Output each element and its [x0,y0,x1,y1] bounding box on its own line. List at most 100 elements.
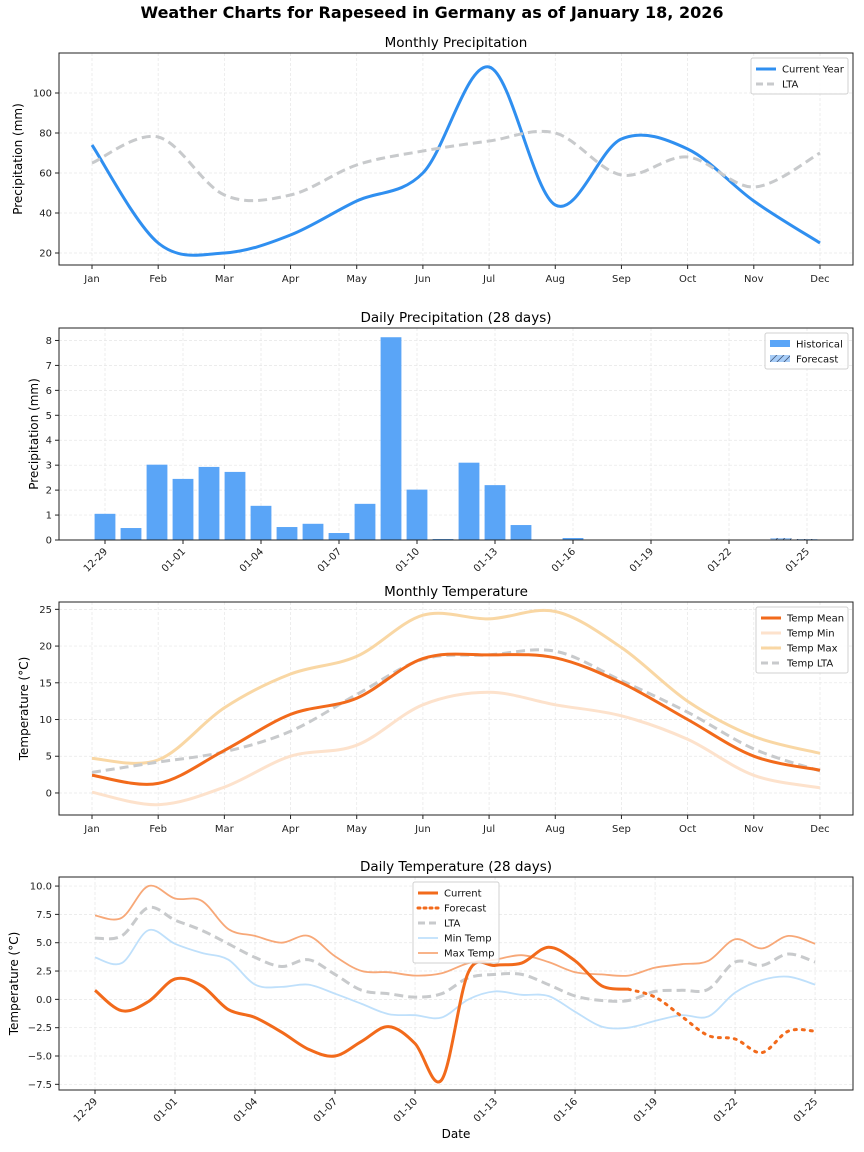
y-tick-label: 2 [46,486,52,497]
y-tick-label: 7.5 [36,910,52,921]
x-tick-label: Jul [482,824,495,835]
x-tick-label: 01-19 [628,546,656,574]
series-line-lta [94,905,816,1003]
chart-title: Daily Temperature (28 days) [360,859,552,875]
series-line-temp-max [91,608,821,765]
legend-label-min-temp: Min Temp [444,934,492,945]
series-line-temp-mean [91,652,821,786]
x-tick-label: 01-13 [472,1096,500,1124]
y-tick-label: 5 [46,411,52,422]
legend-label-forecast: Forecast [444,904,486,915]
suptitle: Weather Charts for Rapeseed in Germany a… [141,3,724,22]
legend-label-lta: LTA [444,919,461,930]
y-tick-label: 0 [46,536,52,547]
y-tick-label: 3 [46,461,52,472]
plot-frame [58,327,854,541]
y-axis-label: Temperature (°C) [17,657,31,762]
x-tick-label: Oct [679,824,696,835]
x-tick-label: Jan [83,824,99,835]
x-tick-label: 01-10 [392,1096,420,1124]
legend: Historical Forecast [764,332,849,370]
y-tick-label: 7 [46,361,52,372]
bar-historical-01-04 [250,505,272,540]
x-tick-label: 01-13 [472,546,500,574]
x-tick-label: 01-16 [552,1096,580,1124]
x-tick-label: Apr [282,824,300,835]
y-tick-label: 6 [46,386,52,397]
legend-swatch-forecast [770,355,790,362]
y-tick-label: 15 [39,678,52,689]
x-tick-label: Jan [83,274,99,285]
x-tick-label: Apr [282,274,300,285]
y-tick-label: 5 [46,752,52,763]
plot-area [94,337,818,540]
chart-daily-temp: 12-29 01-01 01-04 01-07 01-10 01-13 01-16 01-19… [7,859,854,1141]
x-tick-label: 12-29 [72,1096,100,1124]
series-line-max-temp [94,884,816,977]
bar-historical-01-05 [276,527,298,540]
y-tick-label: 1 [46,511,52,522]
series-line-forecast [626,987,817,1055]
bar-historical-01-12 [458,462,480,540]
x-tick-label: Dec [810,824,829,835]
plot-area [90,65,821,257]
legend: Current Year LTA [750,57,849,95]
legend: Current Forecast LTA Min Temp Max Temp [412,881,500,964]
x-tick-label: 01-19 [632,1096,660,1124]
legend-box [755,606,849,674]
bar-historical-01-07 [328,533,350,540]
x-tick-label: 01-16 [550,546,578,574]
chart-title: Monthly Temperature [384,584,528,600]
series-line-temp-min [91,690,821,807]
bar-historical-01-01 [172,478,194,540]
plot-area [94,884,817,1084]
bar-forecast-01-24 [770,538,792,540]
x-tick-label: Sep [612,824,631,835]
bar-historical-12-29 [94,513,116,540]
x-tick-label: Nov [744,274,764,285]
bar-historical-01-16 [562,538,584,540]
bar-historical-12-30 [120,528,142,540]
y-tick-label: 80 [39,129,52,140]
y-tick-label: 100 [33,89,52,100]
plot-frame [58,52,854,266]
y-axis-label: Precipitation (mm) [11,103,25,215]
x-tick-label: Dec [810,274,829,285]
x-tick-label: Feb [149,824,167,835]
x-tick-label: 01-10 [394,546,422,574]
series-line-current-year [90,65,821,257]
legend-label-lta: LTA [782,80,799,91]
y-tick-label: 5.0 [36,938,52,949]
x-tick-label: May [346,274,367,285]
y-axis-label: Temperature (°C) [7,932,21,1037]
x-tick-label: Nov [744,824,764,835]
x-tick-label: 01-01 [152,1096,180,1124]
x-tick-label: Jun [414,824,431,835]
y-tick-label: 0 [46,788,52,799]
bar-historical-12-31 [146,464,168,540]
bar-historical-01-02 [198,466,220,540]
bar-historical-01-03 [224,471,246,540]
x-tick-label: 01-07 [312,1096,340,1124]
y-tick-label: 0.0 [36,995,52,1006]
y-tick-label: −7.5 [28,1080,52,1091]
bar-historical-01-09 [380,337,402,540]
plot-area [91,608,821,807]
series-line-current [94,945,629,1084]
x-tick-label: 01-22 [706,546,734,574]
y-tick-label: 4 [46,436,52,447]
x-tick-label: Jun [414,274,431,285]
x-tick-label: 01-25 [784,546,812,574]
legend-label-temp-mean: Temp Mean [786,614,844,625]
y-tick-label: 20 [39,642,52,653]
chart-monthly-temp: Jan Feb Mar Apr May Jun Jul Aug Sep Oct Nov Dec 0 5 10… [17,584,854,835]
x-tick-label: Mar [215,274,235,285]
y-axis-label: Precipitation (mm) [27,378,41,490]
legend: Temp Mean Temp Min Temp Max Temp LTA [755,606,849,674]
series-line-lta [91,129,821,203]
x-tick-label: Feb [149,274,167,285]
x-tick-label: Aug [545,274,565,285]
x-tick-label: 01-22 [712,1096,740,1124]
y-tick-label: 2.5 [36,967,52,978]
